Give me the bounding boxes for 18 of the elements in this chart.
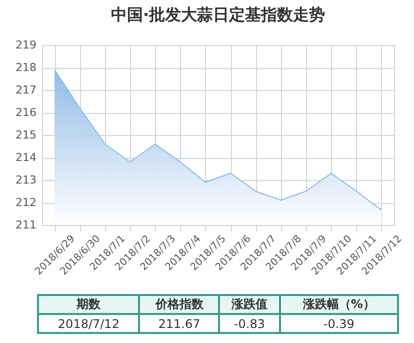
chart-title: 中国·批发大蒜日定基指数走势 — [110, 5, 326, 24]
text: -0.39 — [280, 314, 398, 333]
y-tick-label: 217 — [16, 84, 36, 96]
y-tick-label: 216 — [16, 106, 36, 119]
text: -0.83 — [219, 314, 280, 333]
y-tick-label: 218 — [16, 61, 36, 74]
text: 涨跌幅（%） — [280, 295, 398, 314]
y-tick-label: 212 — [16, 196, 36, 209]
y-tick-label: 214 — [16, 151, 36, 164]
text: 价格指数 — [139, 295, 220, 314]
y-tick-label: 219 — [16, 38, 36, 52]
y-tick-label: 213 — [16, 174, 36, 186]
text: 211.67 — [139, 314, 220, 333]
text: 期数 — [38, 295, 140, 314]
y-tick-label: 215 — [16, 128, 36, 142]
y-tick-label: 211 — [16, 218, 36, 232]
text: 2018/7/12 — [38, 314, 140, 333]
text: 涨跌值 — [219, 295, 280, 314]
